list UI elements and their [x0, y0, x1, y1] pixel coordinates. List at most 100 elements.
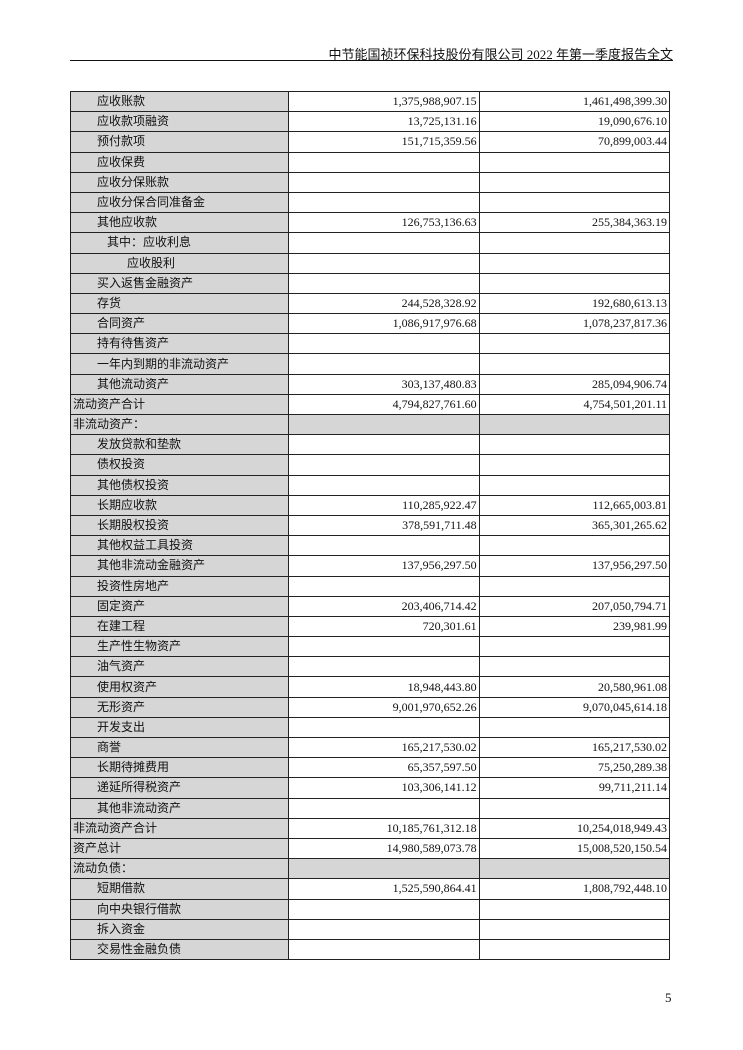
row-label: 无形资产 [69, 696, 290, 718]
current-period-value [288, 353, 480, 375]
row-label: 投资性房地产 [69, 575, 290, 597]
prior-period-value [478, 333, 671, 355]
row-label: 短期借款 [69, 878, 290, 900]
current-period-value: 9,001,970,652.26 [288, 696, 480, 718]
prior-period-value [478, 716, 671, 739]
prior-period-value: 4,754,501,201.11 [478, 393, 671, 416]
prior-period-value: 20,580,961.08 [478, 676, 671, 698]
row-label: 合同资产 [69, 313, 290, 335]
prior-period-value: 112,665,003.81 [478, 494, 671, 516]
prior-period-value: 239,981.99 [478, 615, 671, 638]
table-row: 短期借款 1,525,590,864.41 1,808,792,448.10 [69, 878, 671, 900]
row-label: 一年内到期的非流动资产 [69, 353, 290, 375]
table-row: 长期股权投资 378,591,711.48 365,301,265.62 [69, 514, 671, 537]
prior-period-value: 165,217,530.02 [478, 736, 671, 759]
page-number: 5 [665, 990, 672, 1005]
prior-period-value: 75,250,289.38 [478, 757, 671, 779]
prior-period-value [478, 191, 671, 214]
current-period-value: 65,357,597.50 [288, 757, 480, 779]
row-label: 油气资产 [69, 656, 290, 678]
current-period-value [288, 151, 480, 173]
current-period-value [288, 918, 480, 940]
current-period-value [288, 938, 480, 961]
row-label: 其他非流动资产 [69, 797, 290, 819]
prior-period-value: 99,711,211.14 [478, 777, 671, 799]
current-period-value [288, 636, 480, 658]
prior-period-value [478, 918, 671, 940]
prior-period-value [478, 252, 671, 274]
current-period-value [288, 252, 480, 274]
table-row: 一年内到期的非流动资产 [69, 353, 671, 375]
current-period-value: 10,185,761,312.18 [288, 817, 480, 839]
prior-period-value [478, 938, 671, 961]
current-period-value: 378,591,711.48 [288, 514, 480, 537]
row-label: 应收股利 [69, 252, 290, 274]
table-row: 资产总计 14,980,589,073.78 15,008,520,150.54 [69, 837, 671, 860]
table-row: 应收保费 [69, 151, 671, 173]
table-row: 其他权益工具投资 [69, 535, 671, 557]
table-row: 向中央银行借款 [69, 898, 671, 920]
table-row: 使用权资产 18,948,443.80 20,580,961.08 [69, 676, 671, 698]
row-label: 买入返售金融资产 [69, 272, 290, 294]
table-row: 合同资产 1,086,917,976.68 1,078,237,817.36 [69, 313, 671, 335]
prior-period-value [478, 454, 671, 476]
table-row: 其他非流动金融资产 137,956,297.50 137,956,297.50 [69, 555, 671, 577]
prior-period-value: 1,461,498,399.30 [478, 90, 671, 113]
row-label: 长期应收款 [69, 494, 290, 516]
prior-period-value [478, 656, 671, 678]
prior-period-value [478, 636, 671, 658]
row-label: 应收分保合同准备金 [69, 191, 290, 214]
row-label: 开发支出 [69, 716, 290, 739]
header-divider [70, 60, 673, 61]
row-label: 交易性金融负债 [69, 938, 290, 961]
table-row: 其他应收款 126,753,136.63 255,384,363.19 [69, 212, 671, 234]
table-row: 存货 244,528,328.92 192,680,613.13 [69, 292, 671, 315]
row-label: 其他流动资产 [69, 373, 290, 395]
table-row: 其他债权投资 [69, 474, 671, 496]
current-period-value: 165,217,530.02 [288, 736, 480, 759]
table-row: 开发支出 [69, 716, 671, 739]
row-label: 存货 [69, 292, 290, 315]
current-period-value [288, 171, 480, 193]
table-row: 长期待摊费用 65,357,597.50 75,250,289.38 [69, 757, 671, 779]
prior-period-value [478, 232, 671, 254]
table-row: 其中：应收利息 [69, 232, 671, 254]
current-period-value [288, 232, 480, 254]
row-label: 生产性生物资产 [69, 636, 290, 658]
current-period-value [288, 474, 480, 496]
prior-period-value [478, 272, 671, 294]
table-row: 非流动资产： [69, 413, 671, 436]
current-period-value [288, 858, 480, 880]
prior-period-value [478, 575, 671, 597]
current-period-value: 1,525,590,864.41 [288, 878, 480, 900]
row-label: 递延所得税资产 [69, 777, 290, 799]
table-row: 买入返售金融资产 [69, 272, 671, 294]
current-period-value: 4,794,827,761.60 [288, 393, 480, 416]
prior-period-value [478, 858, 671, 880]
table-row: 长期应收款 110,285,922.47 112,665,003.81 [69, 494, 671, 516]
prior-period-value: 365,301,265.62 [478, 514, 671, 537]
prior-period-value: 207,050,794.71 [478, 595, 671, 617]
table-row: 交易性金融负债 [69, 938, 671, 961]
row-label: 拆入资金 [69, 918, 290, 940]
prior-period-value [478, 413, 671, 436]
row-label: 资产总计 [69, 837, 290, 860]
prior-period-value: 70,899,003.44 [478, 131, 671, 153]
current-period-value: 137,956,297.50 [288, 555, 480, 577]
table-row: 应收分保账款 [69, 171, 671, 193]
table-row: 油气资产 [69, 656, 671, 678]
prior-period-value: 10,254,018,949.43 [478, 817, 671, 839]
prior-period-value [478, 353, 671, 375]
row-label: 发放贷款和垫款 [69, 434, 290, 456]
prior-period-value [478, 474, 671, 496]
row-label: 非流动资产： [69, 413, 290, 436]
current-period-value: 244,528,328.92 [288, 292, 480, 315]
table-row: 在建工程 720,301.61 239,981.99 [69, 615, 671, 638]
current-period-value: 14,980,589,073.78 [288, 837, 480, 860]
current-period-value: 151,715,359.56 [288, 131, 480, 153]
current-period-value [288, 454, 480, 476]
prior-period-value: 1,808,792,448.10 [478, 878, 671, 900]
current-period-value: 1,086,917,976.68 [288, 313, 480, 335]
current-period-value [288, 434, 480, 456]
